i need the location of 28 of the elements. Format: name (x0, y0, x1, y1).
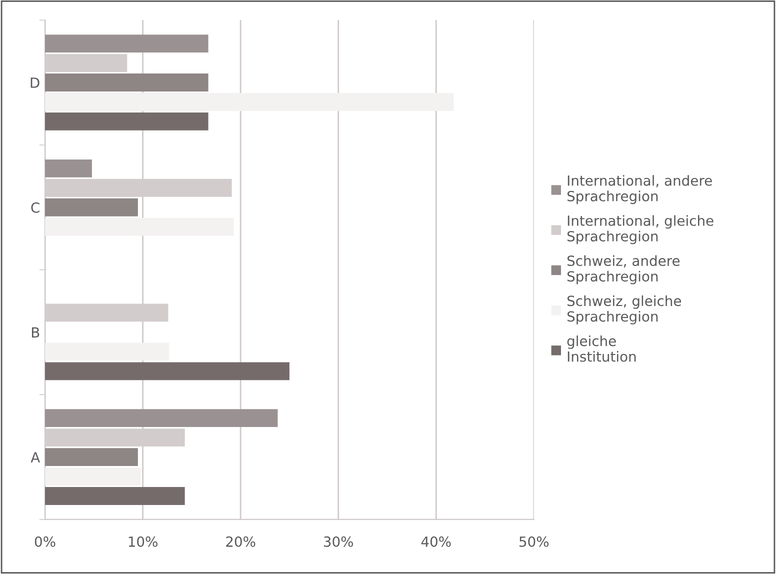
bar (45, 342, 170, 361)
bar (45, 487, 185, 505)
y-tick-label: C (31, 202, 40, 213)
bar (45, 74, 208, 92)
x-tick-label: 50% (520, 536, 549, 547)
y-tick-label: B (32, 327, 40, 338)
bar (45, 34, 208, 53)
bar (45, 198, 138, 216)
bar (45, 468, 141, 486)
bar (45, 218, 234, 236)
x-tick-label: 0% (34, 536, 56, 547)
x-tick-label: 10% (128, 536, 158, 547)
bar (45, 112, 208, 130)
x-tick-label: 30% (324, 536, 354, 547)
x-tick-label: 20% (226, 536, 256, 547)
legend-label: gleiche Institution (567, 335, 636, 362)
bar (45, 409, 278, 428)
legend-label: International, gleiche Sprachregion (567, 215, 714, 244)
y-tick-label: D (30, 78, 40, 88)
bar (45, 448, 138, 466)
bar (45, 159, 92, 178)
bar (45, 362, 290, 380)
legend-label: Schweiz, gleiche Sprachregion (567, 295, 682, 324)
x-tick-label: 40% (421, 536, 451, 547)
bar (45, 93, 454, 111)
y-tick-label: A (30, 452, 40, 462)
legend-label: Schweiz, andere Sprachregion (567, 255, 680, 284)
legend-label: International, andere Sprachregion (567, 175, 712, 204)
